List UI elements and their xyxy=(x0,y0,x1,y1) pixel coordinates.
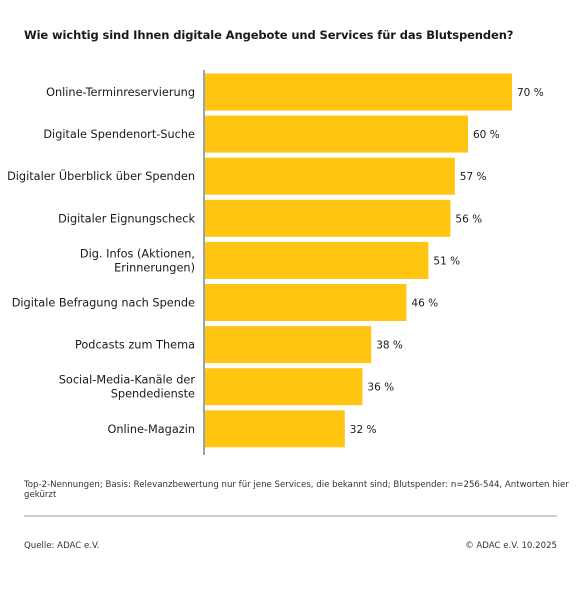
source-label: Quelle: ADAC e.V. xyxy=(24,541,100,551)
value-label: 70 % xyxy=(517,87,544,99)
value-label: 51 % xyxy=(433,255,460,267)
bar xyxy=(204,115,468,153)
bar xyxy=(204,199,451,237)
category-label: Digitaler Überblick über Spenden xyxy=(7,170,195,183)
category-label: Erinnerungen) xyxy=(114,261,195,274)
category-label: Online-Terminreservierung xyxy=(46,86,195,99)
category-label: Spendedienste xyxy=(111,388,195,401)
bar xyxy=(204,410,345,448)
divider xyxy=(24,515,557,517)
bar xyxy=(204,368,363,406)
category-label: Podcasts zum Thema xyxy=(75,339,195,352)
value-label: 32 % xyxy=(350,424,377,436)
category-label: Digitale Befragung nach Spende xyxy=(12,297,195,310)
bar xyxy=(204,157,455,195)
value-label: 36 % xyxy=(367,382,394,394)
category-label: Dig. Infos (Aktionen, xyxy=(80,247,195,260)
bar xyxy=(204,73,512,111)
bar-chart: 70 % Online-Terminreservierung 60 % Digital… xyxy=(7,70,544,455)
category-label: Digitale Spendenort-Suche xyxy=(43,128,195,141)
value-label: 60 % xyxy=(473,129,500,141)
bar xyxy=(204,326,372,364)
bar xyxy=(204,284,407,321)
value-label: 56 % xyxy=(455,213,482,225)
copyright-label: © ADAC e.V. 10.2025 xyxy=(465,541,557,551)
category-label: Social-Media-Kanäle der xyxy=(59,374,196,387)
chart-title: Wie wichtig sind Ihnen digitale Angebote… xyxy=(24,28,514,42)
value-label: 46 % xyxy=(411,298,438,310)
footnote: Top-2-Nennungen; Basis: Relevanzbewertun… xyxy=(24,480,569,500)
value-label: 38 % xyxy=(376,340,403,352)
category-label: Online-Magazin xyxy=(107,423,195,436)
bar xyxy=(204,241,429,279)
value-label: 57 % xyxy=(460,171,487,183)
category-label: Digitaler Eignungscheck xyxy=(58,212,195,225)
